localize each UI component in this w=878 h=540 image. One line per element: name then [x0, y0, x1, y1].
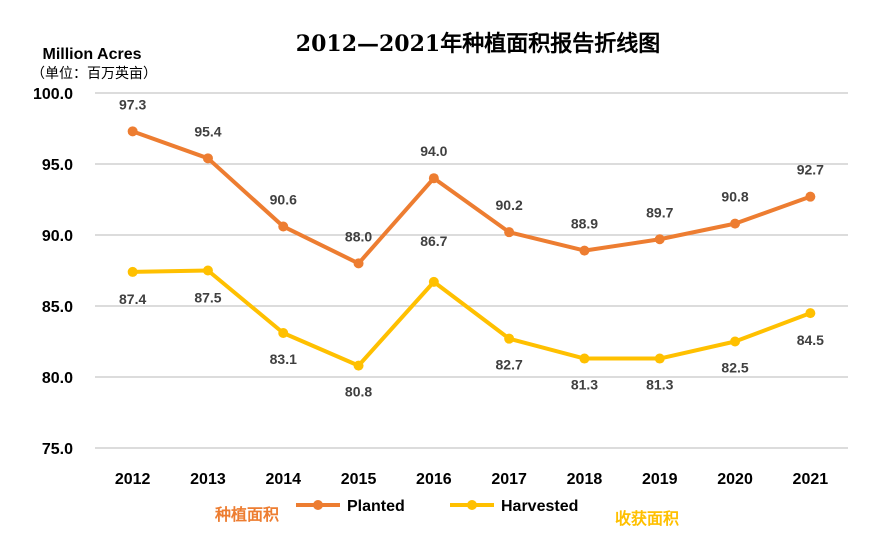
- data-point-harvested: [428, 276, 439, 287]
- data-point-planted: [654, 234, 665, 245]
- y-tick-label: 75.0: [42, 441, 73, 458]
- data-label-planted: 88.0: [345, 228, 372, 244]
- series-points: [127, 126, 816, 371]
- data-point-harvested: [202, 265, 213, 276]
- data-label-harvested: 87.4: [119, 291, 146, 307]
- legend-planted-label: Planted: [347, 498, 405, 515]
- data-label-planted: 90.8: [721, 189, 748, 205]
- data-label-harvested: 84.5: [797, 332, 824, 348]
- x-tick-label: 2019: [642, 471, 678, 488]
- y-axis-label: Million Acres: [43, 46, 142, 63]
- data-point-planted: [127, 126, 138, 137]
- data-point-planted: [353, 258, 364, 269]
- data-label-planted: 88.9: [571, 216, 598, 232]
- y-tick-label: 85.0: [42, 299, 73, 316]
- planted-annotation: 种植面积: [214, 505, 279, 524]
- data-point-harvested: [805, 308, 816, 319]
- data-label-harvested: 83.1: [270, 351, 297, 367]
- y-tick-label: 95.0: [42, 157, 73, 174]
- data-point-harvested: [730, 336, 741, 347]
- data-point-planted: [278, 221, 289, 232]
- series-lines: [131, 129, 812, 368]
- series-line-planted: [131, 129, 812, 266]
- x-axis-ticks: 2012 2013 2014 2015 2016 2017 2018 2019 2020 2021: [115, 471, 828, 488]
- data-point-planted: [202, 153, 213, 164]
- legend-planted-marker: [313, 500, 323, 510]
- data-point-harvested: [654, 353, 665, 364]
- data-label-planted: 90.6: [270, 191, 297, 207]
- data-point-planted: [805, 191, 816, 202]
- x-tick-label: 2014: [265, 471, 301, 488]
- x-tick-label: 2016: [416, 471, 452, 488]
- data-point-harvested: [127, 266, 138, 277]
- x-tick-label: 2013: [190, 471, 226, 488]
- data-point-harvested: [278, 327, 289, 338]
- data-label-harvested: 81.3: [571, 377, 598, 393]
- data-point-planted: [428, 173, 439, 184]
- chart-title: 2012—2021年种植面积报告折线图: [296, 31, 660, 57]
- data-label-harvested: 81.3: [646, 377, 673, 393]
- data-labels: 97.3 95.4 90.6 88.0 94.0 90.2 88.9 89.7 90.8 92.7…: [119, 96, 824, 399]
- data-point-harvested: [579, 353, 590, 364]
- x-tick-label: 2018: [567, 471, 603, 488]
- data-point-planted: [504, 227, 515, 238]
- data-point-planted: [730, 218, 741, 229]
- legend-harvested-marker: [467, 500, 477, 510]
- y-tick-label: 100.0: [33, 86, 73, 103]
- y-axis-unit-label: （单位：百万英亩）: [31, 65, 157, 82]
- data-label-planted: 90.2: [496, 197, 523, 213]
- x-tick-label: 2021: [793, 471, 829, 488]
- data-point-planted: [579, 245, 590, 256]
- data-label-planted: 97.3: [119, 96, 146, 112]
- harvested-annotation: 收获面积: [615, 509, 679, 528]
- data-label-harvested: 86.7: [420, 233, 447, 249]
- data-label-harvested: 87.5: [194, 290, 221, 306]
- gridlines: [95, 92, 848, 449]
- data-label-harvested: 80.8: [345, 384, 372, 400]
- legend: Planted Harvested: [296, 498, 578, 515]
- x-tick-label: 2012: [115, 471, 151, 488]
- x-tick-label: 2017: [491, 471, 527, 488]
- x-tick-label: 2020: [717, 471, 753, 488]
- data-label-planted: 92.7: [797, 162, 824, 178]
- y-axis-ticks: 100.0 95.0 90.0 85.0 80.0 75.0: [33, 86, 73, 458]
- data-label-harvested: 82.7: [496, 357, 523, 373]
- legend-harvested-label: Harvested: [501, 498, 578, 515]
- series-line-harvested: [132, 268, 812, 368]
- data-label-planted: 89.7: [646, 204, 673, 220]
- y-tick-label: 90.0: [42, 228, 73, 245]
- data-point-harvested: [353, 360, 364, 371]
- data-label-planted: 94.0: [420, 143, 447, 159]
- data-label-harvested: 82.5: [721, 360, 748, 376]
- data-point-harvested: [504, 333, 515, 344]
- x-tick-label: 2015: [341, 471, 377, 488]
- y-tick-label: 80.0: [42, 370, 73, 387]
- data-label-planted: 95.4: [194, 123, 221, 139]
